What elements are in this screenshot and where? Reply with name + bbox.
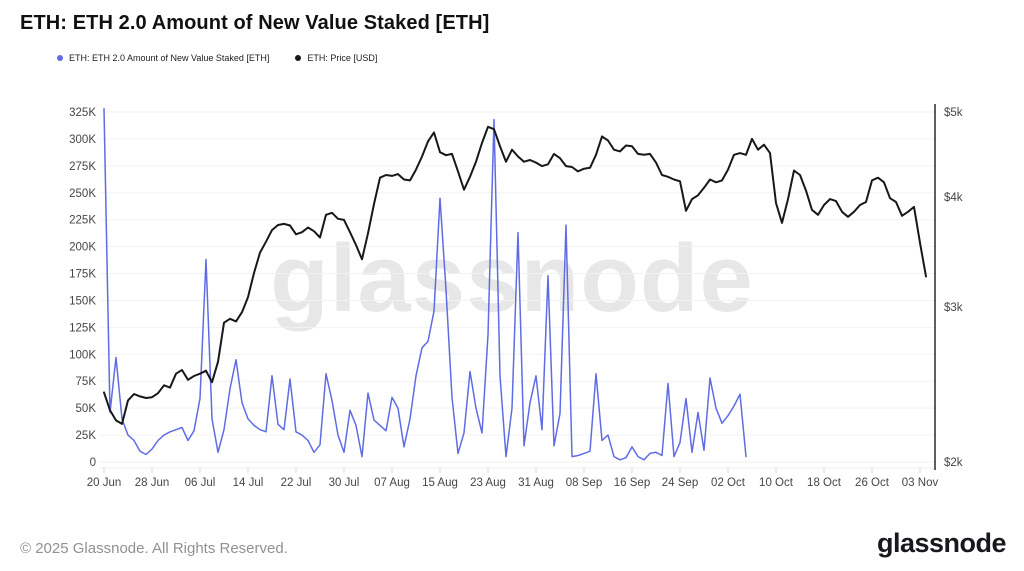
y-axis-label-left: 225K [69, 215, 96, 227]
x-axis-label: 26 Oct [855, 477, 890, 489]
y-axis-label-left: 175K [69, 269, 96, 281]
x-axis-label: 08 Sep [566, 477, 602, 489]
x-axis-label: 22 Jul [281, 477, 312, 489]
x-axis-label: 28 Jun [135, 477, 170, 489]
y-axis-label-left: 300K [69, 134, 96, 146]
y-axis-label-left: 75K [76, 376, 97, 388]
x-axis-label: 31 Aug [518, 477, 554, 489]
price-series-swatch-icon [295, 55, 302, 61]
x-axis-label: 06 Jul [185, 477, 216, 489]
y-axis-label-right: $4k [944, 192, 963, 204]
x-axis-label: 18 Oct [807, 477, 842, 489]
x-axis-label: 14 Jul [233, 477, 264, 489]
x-axis-label: 03 Nov [902, 477, 939, 489]
chart-legend: ETH: ETH 2.0 Amount of New Value Staked … [57, 53, 377, 63]
y-axis-label-left: 150K [69, 295, 96, 307]
x-axis-label: 02 Oct [711, 477, 746, 489]
y-axis-label-right: $2k [944, 457, 963, 469]
y-axis-label-left: 25K [76, 430, 97, 442]
x-axis-label: 30 Jul [329, 477, 360, 489]
y-axis-label-right: $3k [944, 302, 963, 314]
y-axis-label-left: 325K [69, 107, 96, 119]
y-axis-label-left: 100K [69, 349, 96, 361]
x-axis-label: 24 Sep [662, 477, 698, 489]
y-axis-label-left: 200K [69, 242, 96, 254]
legend-item-label: ETH: ETH 2.0 Amount of New Value Staked … [69, 53, 270, 63]
staked-series-line [103, 108, 747, 461]
staked-series-swatch-icon [57, 55, 63, 61]
page-title: ETH: ETH 2.0 Amount of New Value Staked … [20, 12, 490, 34]
y-axis-label-left: 0 [90, 457, 96, 469]
copyright-text: © 2025 Glassnode. All Rights Reserved. [20, 540, 288, 557]
x-axis-label: 10 Oct [759, 477, 794, 489]
legend-item-price[interactable]: ETH: Price [USD] [295, 53, 377, 63]
legend-item-label: ETH: Price [USD] [307, 53, 378, 63]
glassnode-logo: glassnode [876, 528, 1007, 558]
legend-item-staked[interactable]: ETH: ETH 2.0 Amount of New Value Staked … [57, 53, 269, 63]
y-axis-label-left: 275K [69, 161, 96, 173]
y-axis-label-left: 250K [69, 188, 96, 200]
x-axis-label: 20 Jun [87, 477, 122, 489]
x-axis-label: 15 Aug [422, 477, 458, 489]
y-axis-label-left: 125K [69, 322, 96, 334]
y-axis-label-right: $5k [944, 107, 963, 119]
x-axis-label: 07 Aug [374, 477, 410, 489]
price-series-line [103, 125, 927, 425]
x-axis-label: 16 Sep [614, 477, 650, 489]
x-axis-label: 23 Aug [470, 477, 506, 489]
y-axis-label-left: 50K [76, 403, 97, 415]
